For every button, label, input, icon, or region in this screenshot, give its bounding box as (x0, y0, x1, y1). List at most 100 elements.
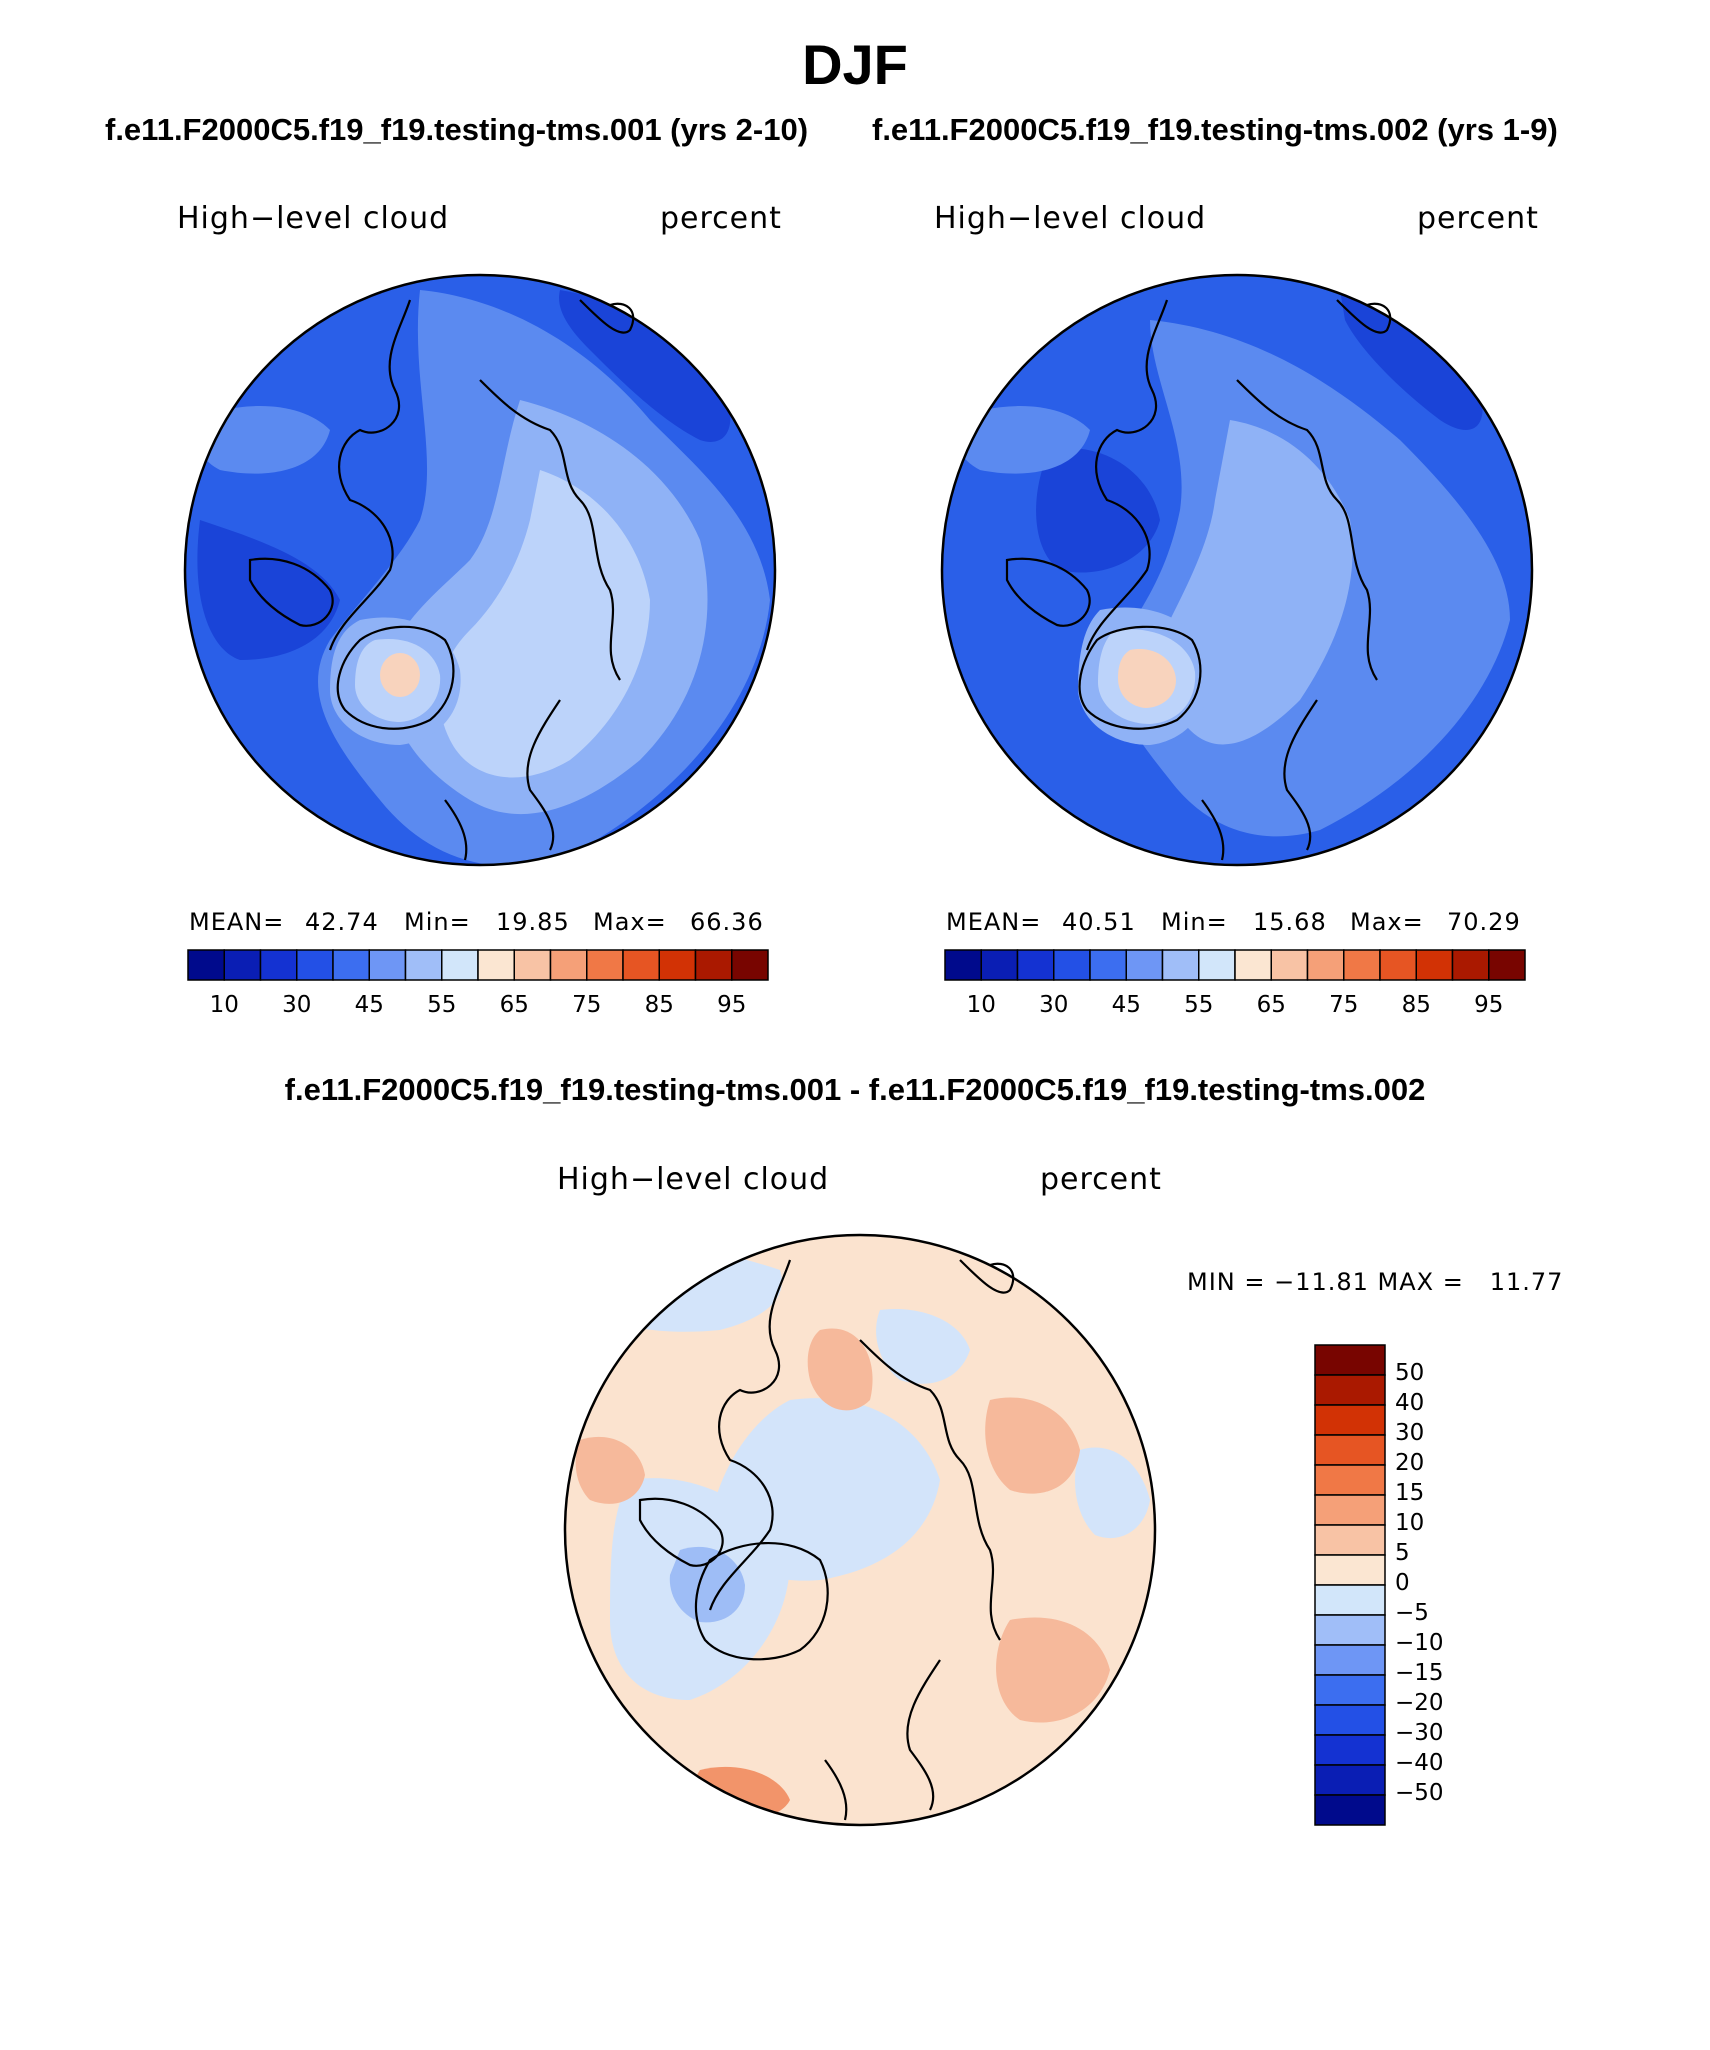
panel3-colorbar-swatch (1314, 1524, 1386, 1556)
panel3-colorbar-tick-label: 50 (1395, 1360, 1425, 1386)
panel3-colorbar-swatch (1314, 1614, 1386, 1646)
panel2-colorbar-swatch (1415, 949, 1454, 981)
panel3-minmax-text: MIN = −11.81 MAX = 11.77 (1187, 1268, 1564, 1296)
panel2-colorbar-swatch (1270, 949, 1309, 981)
panel3-colorbar-swatch (1314, 1644, 1386, 1676)
panel1-map-border (183, 273, 777, 867)
panel3-colorbar-tick-label: 20 (1395, 1450, 1425, 1476)
panel3-colorbar-swatch (1314, 1554, 1386, 1586)
panel3-colorbar-swatch (1314, 1704, 1386, 1736)
panel2-colorbar-swatch (1379, 949, 1417, 981)
panel3-colorbar-tick-label: 0 (1395, 1570, 1410, 1596)
panel1-base-fill (185, 275, 775, 865)
panel3-colorbar-tick-label: 15 (1395, 1480, 1425, 1506)
panel3-colorbar-swatch (1314, 1464, 1386, 1496)
panel3-colorbar-tick-label: −40 (1395, 1750, 1444, 1776)
panel2-colorbar-swatch (944, 949, 982, 981)
panel1-colorbar-swatch (694, 949, 733, 981)
panel1-pale-region (388, 400, 708, 815)
panel1-light-region (318, 290, 770, 865)
panel2-colorbar (944, 949, 1526, 981)
panel1-colorbar-swatch (223, 949, 262, 981)
panel1-colorbar-tick-label: 85 (644, 992, 674, 1018)
panel1-colorbar-swatch (187, 949, 225, 981)
panel2-map-border (940, 273, 1534, 867)
panel2-colorbar-swatch (1198, 949, 1236, 981)
panel1-colorbar-tick-label: 45 (354, 992, 384, 1018)
panel3-colorbar-swatch (1314, 1734, 1386, 1766)
panel1-max-value: 66.36 (690, 908, 764, 936)
panel1-colorbar-swatch (296, 949, 334, 981)
panel2-greenland-pale (1098, 629, 1196, 724)
panel1-colorbar-swatch (441, 949, 479, 981)
panel3-neg-pacific (876, 1309, 970, 1384)
panel1-colorbar-swatch (259, 949, 298, 981)
panel1-colorbar-swatch (586, 949, 624, 981)
panel3-units-label: percent (1040, 1162, 1162, 1197)
panel3-colorbar-swatch (1314, 1494, 1386, 1526)
panel3-colorbar-swatch (1314, 1404, 1386, 1436)
panel2-greenland-light (1078, 607, 1211, 745)
panel2-colorbar-swatch (1053, 949, 1091, 981)
panel1-colorbar-swatch (549, 949, 588, 981)
panel2-max-value: 70.29 (1447, 908, 1521, 936)
panel1-colorbar-swatch (477, 949, 515, 981)
panel3-colorbar-tick-label: −20 (1395, 1690, 1444, 1716)
panel3-pos-west (575, 1436, 645, 1504)
panel3-neg-center (710, 1398, 940, 1581)
case1-title: f.e11.F2000C5.f19_f19.testing-tms.001 (y… (105, 112, 809, 147)
panel1-colorbar-tick-label: 95 (717, 992, 747, 1018)
panel1-greenland-pale (355, 639, 441, 722)
panel1-colorbar-swatch (332, 949, 370, 981)
panel3-colorbar-tick-label: −50 (1395, 1780, 1444, 1806)
panel1-max-label: Max= (593, 908, 667, 936)
panel2-dark-pacific (1340, 290, 1483, 430)
panel2-colorbar-swatch (1306, 949, 1345, 981)
panel3-colorbar-tick-label: 40 (1395, 1390, 1425, 1416)
panel2-colorbar-tick-label: 55 (1184, 992, 1214, 1018)
panel2-colorbar-swatch (1488, 949, 1526, 981)
panel1-colorbar-tick-label: 75 (572, 992, 602, 1018)
panel2-colorbar-swatch (980, 949, 1019, 981)
panel1-colorbar-swatch (513, 949, 552, 981)
panel2-colorbar-tick-label: 85 (1401, 992, 1431, 1018)
panel2-mid-region (1113, 320, 1510, 837)
panel2-colorbar-swatch (1089, 949, 1127, 981)
panel1-colorbar-tick-label: 65 (499, 992, 529, 1018)
panel1-mean-label: MEAN= (189, 908, 285, 936)
panel1-variable-label: High−level cloud (177, 201, 450, 236)
panel1-colorbar-swatch (731, 949, 769, 981)
panel1-pale-core (439, 470, 650, 778)
panel1-warm-spot (380, 653, 420, 697)
panel2-mean-value: 40.51 (1062, 908, 1136, 936)
panel3-pos-band (807, 1328, 873, 1411)
panel1-colorbar-swatch (404, 949, 443, 981)
panel3-colorbar-swatch (1314, 1794, 1386, 1826)
panel2-warm-spot (1118, 649, 1176, 708)
panel2-colorbar-tick-label: 30 (1039, 992, 1069, 1018)
panel1-colorbar (187, 949, 769, 981)
panel2-min-value: 15.68 (1253, 908, 1327, 936)
panel2-colorbar-swatch (1016, 949, 1055, 981)
panel2-max-label: Max= (1350, 908, 1424, 936)
panel3-neg-east (1075, 1447, 1150, 1539)
panel2-colorbar-tick-label: 45 (1111, 992, 1141, 1018)
panel3-variable-label: High−level cloud (557, 1162, 830, 1197)
panel2-mean-label: MEAN= (946, 908, 1042, 936)
panel3-map-border (563, 1233, 1157, 1827)
panel1-colorbar-swatch (368, 949, 407, 981)
panel2-colorbar-swatch (1234, 949, 1272, 981)
panel2-colorbar-tick-label: 95 (1474, 992, 1504, 1018)
panel2-coastlines (1005, 299, 1392, 861)
panel3-colorbar-tick-label: −5 (1395, 1600, 1429, 1626)
panel1-greenland-light (330, 617, 461, 745)
panel1-dark-pacific (559, 290, 731, 442)
panel3-colorbar-swatch (1314, 1434, 1386, 1466)
panel1-colorbar-tick-label: 55 (427, 992, 457, 1018)
panel2-colorbar-swatch (1451, 949, 1490, 981)
panel1-mean-value: 42.74 (305, 908, 379, 936)
panel2-colorbar-tick-label: 10 (966, 992, 996, 1018)
panel3-colorbar-tick-label: −10 (1395, 1630, 1444, 1656)
